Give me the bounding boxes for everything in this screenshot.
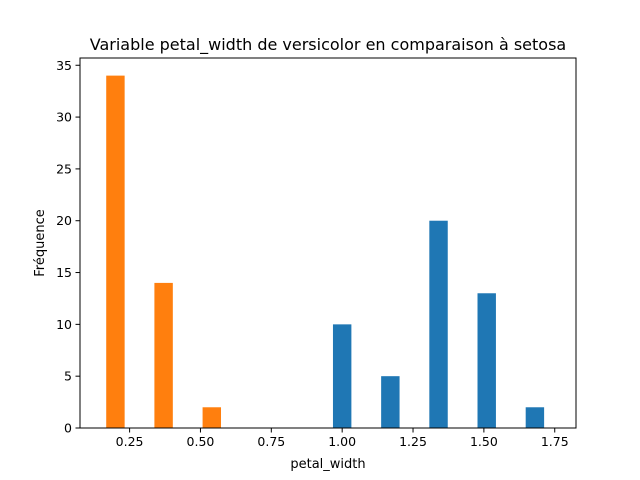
x-axis-label: petal_width (290, 457, 365, 472)
bar-series-0-1 (381, 376, 400, 428)
y-tick-label: 15 (56, 265, 72, 280)
y-axis-label: Fréquence (33, 209, 48, 276)
y-axis-ticks: 0 5 10 15 20 25 30 35 (56, 58, 80, 436)
y-tick-label: 5 (64, 369, 72, 384)
x-tick-label: 1.50 (470, 434, 498, 449)
bar-series-1-1 (154, 282, 173, 428)
y-tick-label: 20 (56, 213, 72, 228)
y-tick-label: 10 (56, 317, 72, 332)
bars-group (106, 75, 545, 428)
bar-series-0-0 (332, 324, 352, 428)
y-tick-label: 35 (56, 58, 72, 73)
bar-series-1-2 (202, 407, 222, 428)
bar-series-0-4 (525, 407, 545, 428)
bar-series-0-3 (477, 293, 496, 428)
bar-series-0-2 (429, 220, 448, 428)
x-tick-label: 1.25 (399, 434, 427, 449)
x-tick-label: 1.00 (328, 434, 356, 449)
x-tick-label: 0.50 (187, 434, 215, 449)
x-axis-ticks: 0.25 0.50 0.75 1.00 1.25 1.50 1.75 (116, 428, 569, 449)
x-tick-label: 0.75 (257, 434, 285, 449)
y-tick-label: 0 (64, 421, 72, 436)
chart-title: Variable petal_width de versicolor en co… (90, 35, 566, 55)
y-tick-label: 30 (56, 110, 72, 125)
y-tick-label: 25 (56, 161, 72, 176)
bar-series-1-0 (106, 75, 125, 428)
plot-frame (79, 57, 577, 429)
x-tick-label: 1.75 (541, 434, 569, 449)
x-tick-label: 0.25 (116, 434, 144, 449)
